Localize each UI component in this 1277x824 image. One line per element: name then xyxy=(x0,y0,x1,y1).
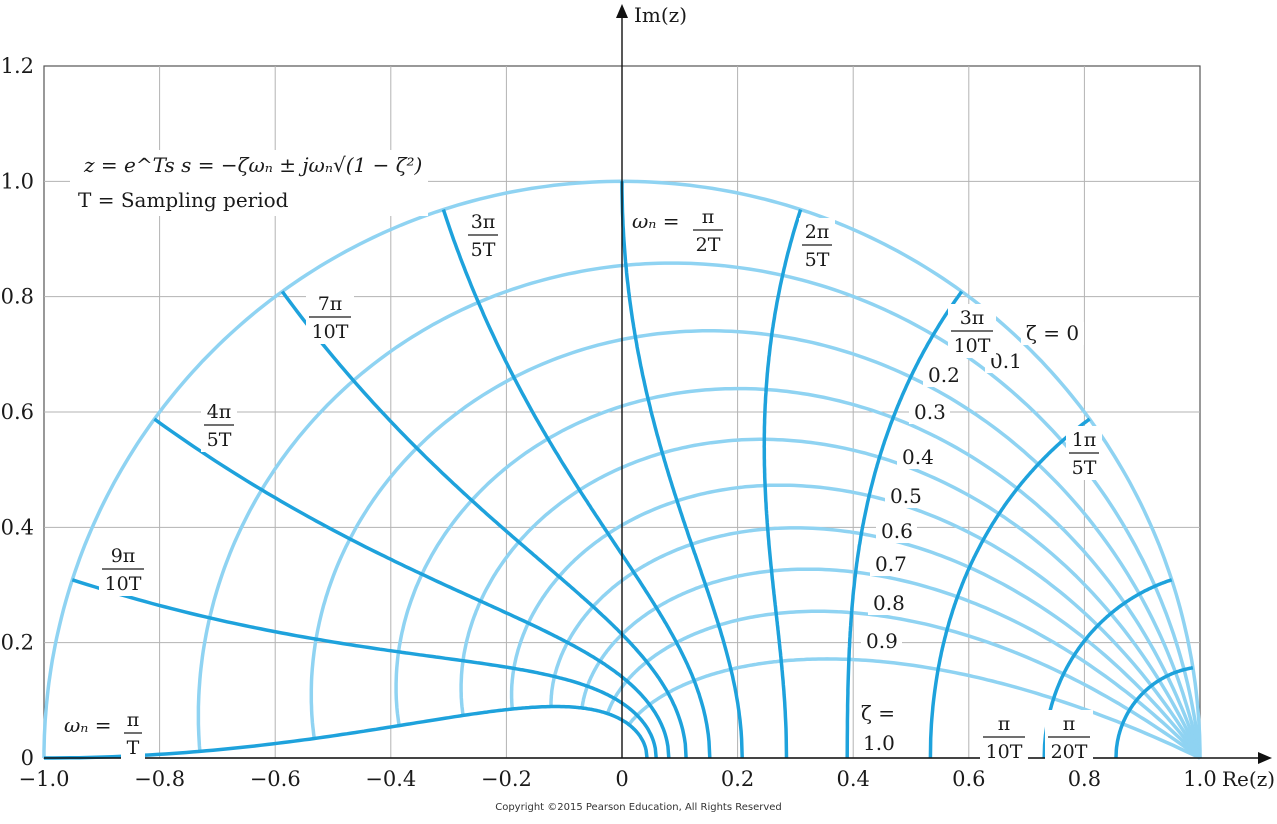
omega-label-denominator: 5T xyxy=(1072,457,1097,479)
x-tick-label: 0.8 xyxy=(1068,767,1101,791)
y-tick-label: 0.6 xyxy=(1,400,34,424)
zeta-curve xyxy=(309,329,1202,759)
omega-curve xyxy=(762,209,803,759)
zeta-label: 0.6 xyxy=(881,519,913,543)
zeta-label: 0.9 xyxy=(866,629,898,653)
y-tick-label: 0.4 xyxy=(1,515,34,539)
omega-label-numerator: 3π xyxy=(960,307,985,329)
omega-curve xyxy=(1114,666,1194,759)
y-tick-label: 0.2 xyxy=(1,631,34,655)
x-tick-label: −0.8 xyxy=(134,767,185,791)
copyright-notice: Copyright ©2015 Pearson Education, All R… xyxy=(495,802,782,813)
omega-label-numerator: 4π xyxy=(207,401,232,423)
omega-label-denominator: 2T xyxy=(696,234,721,256)
omega-curve xyxy=(845,290,964,759)
zeta-label: 0.4 xyxy=(902,445,934,469)
omega-label-denominator: 10T xyxy=(105,573,142,595)
x-tick-label: −0.4 xyxy=(365,767,416,791)
zeta-label: 0.7 xyxy=(875,552,907,576)
x-tick-label: 0.4 xyxy=(836,767,869,791)
omega-curve xyxy=(928,417,1091,759)
omega-label-denominator: T xyxy=(127,737,140,759)
omega-curve xyxy=(44,704,649,760)
x-axis-arrow xyxy=(1258,752,1272,764)
omega-labels: 3π 5T 2π 5T 7π 10T 4π 5T 9π 10T 3π 10T 1π 5T π 10T π 20T ω… xyxy=(64,203,1102,764)
zeta-label-backdrop xyxy=(870,553,911,576)
annotation-backdrop xyxy=(70,150,428,216)
zeta-label-backdrop xyxy=(876,520,917,543)
zeta-labels: ζ = 00.10.20.30.40.50.60.70.80.9ζ =1.0 xyxy=(857,321,1084,756)
formula-line: z = e^Ts s = −ζωₙ ± jωₙ√(1 − ζ²) xyxy=(83,153,422,177)
y-tick-label: 1.0 xyxy=(1,169,34,193)
zeta-label-backdrop xyxy=(885,485,926,508)
omega-label-numerator: π xyxy=(998,713,1011,735)
omega-label-denominator: 5T xyxy=(471,239,496,261)
omega-curve xyxy=(441,209,712,759)
x-tick-label: 1.0 xyxy=(1183,767,1216,791)
x-tick-label: 0.6 xyxy=(952,767,985,791)
omega-label-numerator: π xyxy=(702,206,715,228)
omega-curve xyxy=(153,417,671,759)
omega-label-numerator: 9π xyxy=(111,545,136,567)
zeta-one-value: 1.0 xyxy=(863,731,895,755)
zeta-label: 0.5 xyxy=(890,484,922,508)
zeta-label: 0.3 xyxy=(914,400,946,424)
zeta-label: ζ = 0 xyxy=(1026,321,1079,345)
omega-label-denominator: 5T xyxy=(207,429,232,451)
omega-curve xyxy=(1042,578,1173,759)
sampling-period-line: T = Sampling period xyxy=(78,188,289,212)
omega-label-numerator: 1π xyxy=(1072,429,1097,451)
x-tick-label: −0.2 xyxy=(481,767,532,791)
omega-full-lhs: ωₙ = xyxy=(64,713,112,737)
omega-label-denominator: 10T xyxy=(954,335,991,357)
x-tick-label: 0.2 xyxy=(721,767,754,791)
omega-label-denominator: 20T xyxy=(1051,741,1088,763)
zeta-label: 0.8 xyxy=(873,591,905,615)
zeta-label-backdrop xyxy=(861,630,902,653)
y-tick-label: 0 xyxy=(21,746,34,770)
y-tick-label: 0.8 xyxy=(1,285,34,309)
zeta-label-backdrop xyxy=(923,364,964,387)
tick-labels: −1.0 −0.8 −0.6 −0.4 −0.2 0 0.2 0.4 0.6 0.8 1.0 0 0.2… xyxy=(1,54,1217,791)
zeta-label: 0.2 xyxy=(928,363,960,387)
omega-label-numerator: π xyxy=(1063,713,1076,735)
zeta-label-backdrop xyxy=(1021,322,1084,345)
omega-label-denominator: 10T xyxy=(986,741,1023,763)
y-axis-label: Im(z) xyxy=(634,3,687,27)
y-tick-label: 1.2 xyxy=(1,54,34,78)
omega-label-numerator: 7π xyxy=(318,293,343,315)
x-axis-label: Re(z) xyxy=(1222,767,1275,791)
x-tick-label: −1.0 xyxy=(19,767,70,791)
omega-curve xyxy=(620,181,744,759)
omega-curve xyxy=(280,290,688,759)
omega-label-denominator: 5T xyxy=(805,249,830,271)
omega-label-denominator: 10T xyxy=(312,321,349,343)
omega-label-numerator: 2π xyxy=(805,221,830,243)
zeta-label-backdrop xyxy=(897,446,938,469)
zeta-one-label: ζ = xyxy=(861,701,895,725)
zeta-label-backdrop xyxy=(868,592,909,615)
axes xyxy=(44,4,1272,764)
y-axis-arrow xyxy=(616,4,628,18)
omega-label-numerator: π xyxy=(127,709,140,731)
zeta-label-backdrop xyxy=(909,401,950,424)
x-tick-label: −0.6 xyxy=(250,767,301,791)
zeta-curve xyxy=(627,657,1201,760)
zeta-one-backdrop xyxy=(857,700,905,756)
x-tick-label: 0 xyxy=(615,767,628,791)
omega-label-numerator: 3π xyxy=(471,211,496,233)
omega-half-lhs: ωₙ = xyxy=(632,209,680,233)
